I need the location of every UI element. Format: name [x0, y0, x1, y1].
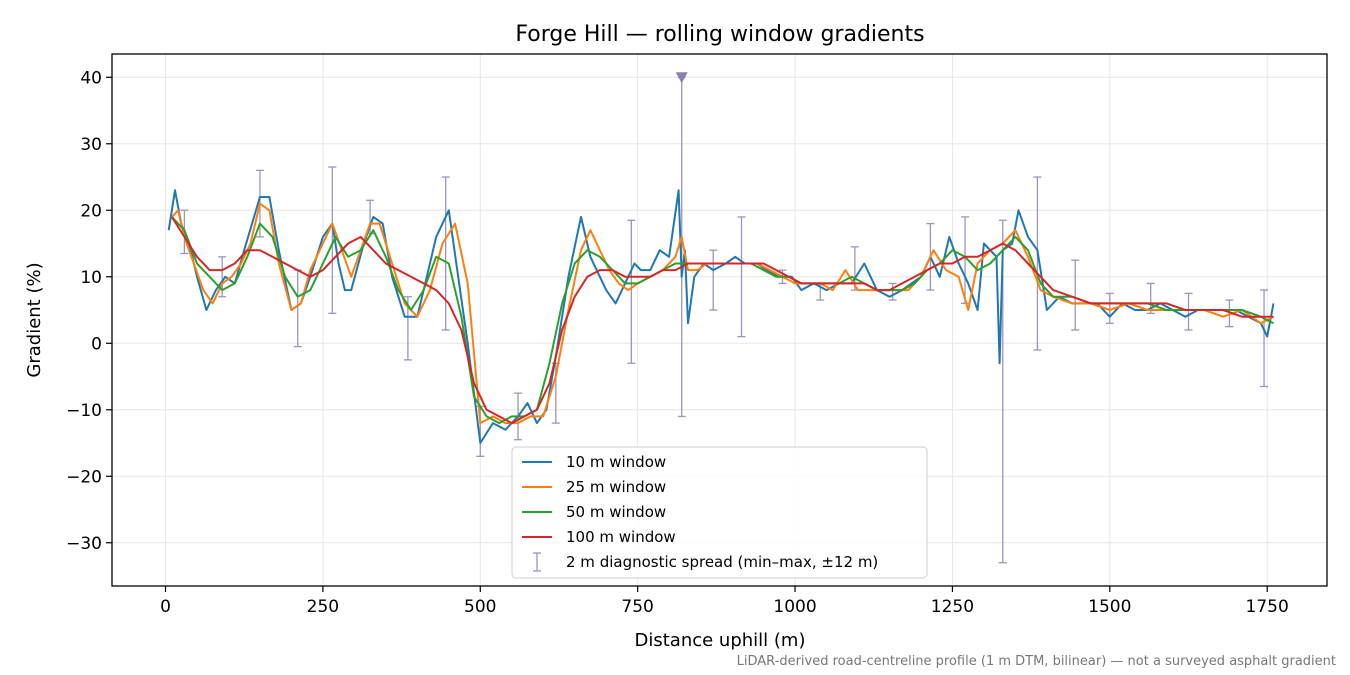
x-tick-label: 1250 [931, 597, 974, 617]
series-line-10m [167, 189, 1275, 444]
spread-bar [441, 176, 450, 331]
x-tick-label: 500 [464, 597, 496, 617]
spread-bar [888, 282, 897, 301]
y-tick-label: −30 [66, 534, 102, 554]
spread-bar [1033, 176, 1042, 351]
y-axis-ticks: −30 −20 −10 0 10 20 30 40 [66, 68, 112, 554]
x-tick-label: 250 [307, 597, 339, 617]
x-tick-label: 0 [160, 597, 171, 617]
spread-bar [961, 216, 970, 305]
legend-label-10m: 10 m window [566, 453, 666, 471]
spread-bar [709, 249, 718, 311]
spread-bar [1184, 292, 1193, 331]
clipped-marker [675, 72, 688, 84]
x-tick-label: 750 [621, 597, 653, 617]
spread-bar [1225, 299, 1234, 328]
y-tick-label: 20 [80, 201, 102, 221]
x-axis-label: Distance uphill (m) [635, 630, 806, 651]
legend-box [511, 446, 928, 579]
spread-bar [737, 216, 746, 338]
y-tick-label: −20 [66, 467, 102, 487]
x-axis-ticks: 0 250 500 750 1000 1250 1500 1750 [160, 586, 1289, 617]
y-tick-label: 40 [80, 68, 102, 88]
gradient-series [167, 189, 1275, 444]
y-tick-label: 30 [80, 135, 102, 155]
legend-label-100m: 100 m window [566, 528, 676, 546]
y-tick-label: 0 [91, 334, 102, 354]
chart-title: Forge Hill — rolling window gradients [515, 22, 924, 47]
series-line-100m [170, 216, 1274, 425]
spread-bar [627, 219, 636, 364]
legend-swatch-spread [533, 552, 541, 572]
spread-bar [1260, 289, 1269, 388]
footnote: LiDAR-derived road-centreline profile (1… [737, 654, 1336, 669]
legend-label-spread: 2 m diagnostic spread (min–max, ±12 m) [566, 553, 878, 571]
y-axis-label: Gradient (%) [24, 262, 45, 377]
series-line-25m [171, 202, 1274, 425]
x-tick-label: 1750 [1246, 597, 1289, 617]
plot-frame [111, 53, 1328, 587]
spread-bar [1105, 292, 1114, 324]
spread-bar [328, 166, 337, 315]
y-tick-label: 10 [80, 268, 102, 288]
x-tick-label: 1500 [1088, 597, 1131, 617]
legend-label-25m: 25 m window [566, 478, 666, 496]
legend: 10 m window 25 m window 50 m window 100 … [511, 446, 928, 579]
spread-bar [1071, 259, 1080, 331]
x-tick-label: 1000 [773, 597, 816, 617]
y-tick-label: −10 [66, 401, 102, 421]
legend-label-50m: 50 m window [566, 503, 666, 521]
marker-triangle [675, 72, 688, 84]
grid-lines [112, 54, 1327, 586]
